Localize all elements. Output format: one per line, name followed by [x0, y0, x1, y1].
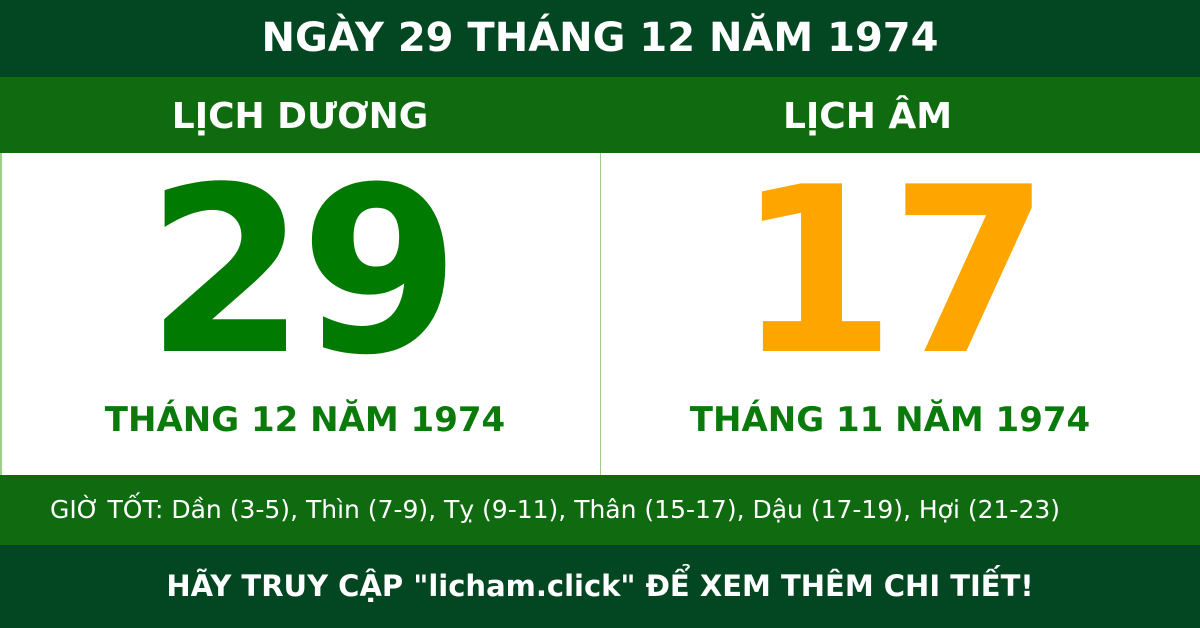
lunar-day: 17 — [735, 139, 1050, 406]
lunar-header: LỊCH ÂM — [782, 96, 953, 137]
solar-header: LỊCH DƯƠNG — [171, 96, 429, 137]
solar-day: 29 — [145, 139, 460, 406]
good-hours: GIỜ TỐT: Dần (3-5), Thìn (7-9), Tỵ (9-11… — [0, 475, 1200, 545]
footer-cta: HÃY TRUY CẬP "licham.click" ĐỂ XEM THÊM … — [0, 545, 1200, 628]
page-title: NGÀY 29 THÁNG 12 NĂM 1974 — [0, 0, 1200, 77]
solar-month-year: THÁNG 12 NĂM 1974 — [104, 400, 506, 440]
column-divider — [600, 153, 601, 475]
column-headers: LỊCH DƯƠNG LỊCH ÂM — [0, 77, 1200, 153]
lunar-month-year: THÁNG 11 NĂM 1974 — [689, 400, 1091, 440]
